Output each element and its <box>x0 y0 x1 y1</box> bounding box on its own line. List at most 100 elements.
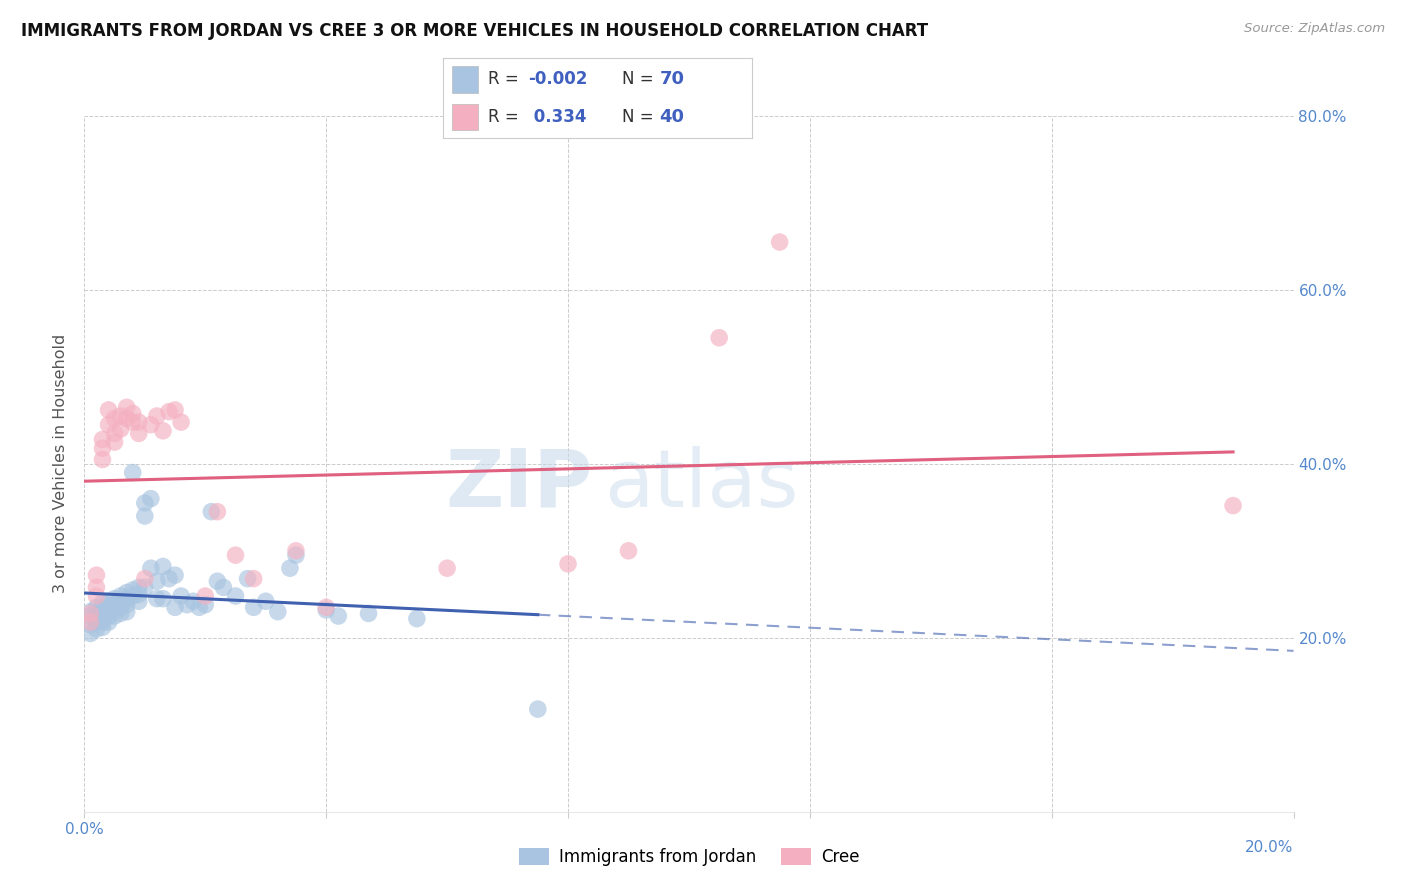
Point <box>86 580 108 594</box>
Text: 70: 70 <box>659 70 685 87</box>
Point <box>91 452 114 467</box>
Point <box>406 612 429 626</box>
Point <box>146 409 169 423</box>
Point <box>254 594 277 608</box>
Point <box>134 496 156 510</box>
Point <box>91 607 114 621</box>
Point <box>181 594 204 608</box>
Point <box>188 600 211 615</box>
Point <box>115 605 138 619</box>
Point <box>128 594 150 608</box>
Point <box>315 600 337 615</box>
Point <box>557 557 579 571</box>
Point <box>110 589 132 603</box>
Point <box>79 607 101 621</box>
Point <box>152 559 174 574</box>
Text: atlas: atlas <box>605 446 799 524</box>
Point <box>86 622 108 636</box>
Point <box>79 617 101 632</box>
Point <box>212 580 235 594</box>
Point <box>128 580 150 594</box>
Point <box>128 426 150 441</box>
Point <box>285 543 308 558</box>
Point <box>110 596 132 610</box>
Text: ZIP: ZIP <box>444 446 592 524</box>
Point <box>97 605 120 619</box>
Text: 40: 40 <box>659 108 685 126</box>
Point <box>86 607 108 621</box>
Point <box>104 598 127 612</box>
Point <box>79 609 101 624</box>
Point <box>79 605 101 619</box>
Point <box>194 598 217 612</box>
Point <box>110 409 132 423</box>
Text: -0.002: -0.002 <box>529 70 588 87</box>
Point <box>104 603 127 617</box>
Point <box>139 491 162 506</box>
Point <box>134 572 156 586</box>
Point <box>97 615 120 629</box>
Point <box>91 612 114 626</box>
Text: IMMIGRANTS FROM JORDAN VS CREE 3 OR MORE VEHICLES IN HOUSEHOLD CORRELATION CHART: IMMIGRANTS FROM JORDAN VS CREE 3 OR MORE… <box>21 22 928 40</box>
Text: Source: ZipAtlas.com: Source: ZipAtlas.com <box>1244 22 1385 36</box>
Point <box>128 415 150 429</box>
Point <box>91 615 114 629</box>
Point <box>110 607 132 621</box>
Point <box>157 572 180 586</box>
Point <box>115 598 138 612</box>
Point <box>79 615 101 629</box>
Bar <box>453 103 478 130</box>
Point <box>91 441 114 455</box>
Point <box>91 596 114 610</box>
Point <box>86 612 108 626</box>
Point <box>97 609 120 624</box>
Point <box>170 589 193 603</box>
Point <box>357 607 380 621</box>
Point <box>146 591 169 606</box>
Point <box>104 435 127 450</box>
Point <box>115 401 138 415</box>
Point <box>207 505 229 519</box>
Point <box>104 609 127 624</box>
Point <box>86 589 108 603</box>
Text: N =: N = <box>623 70 659 87</box>
Point <box>115 411 138 425</box>
Y-axis label: 3 or more Vehicles in Household: 3 or more Vehicles in Household <box>53 334 69 593</box>
Legend: Immigrants from Jordan, Cree: Immigrants from Jordan, Cree <box>512 841 866 873</box>
Point <box>121 415 143 429</box>
Point <box>104 591 127 606</box>
Point <box>91 620 114 634</box>
Point <box>91 433 114 447</box>
Point <box>328 609 350 624</box>
Text: 0.334: 0.334 <box>529 108 586 126</box>
Point <box>200 505 222 519</box>
Point <box>152 424 174 438</box>
Point <box>121 582 143 597</box>
Point <box>242 572 264 586</box>
Point <box>176 598 198 612</box>
Point <box>236 572 259 586</box>
Point <box>436 561 458 575</box>
Point <box>165 403 187 417</box>
Point <box>157 405 180 419</box>
Point <box>115 585 138 599</box>
Text: 20.0%: 20.0% <box>1246 839 1294 855</box>
Point <box>225 589 247 603</box>
Point <box>617 543 640 558</box>
Point <box>225 548 247 562</box>
Point <box>146 574 169 589</box>
Point <box>91 601 114 615</box>
Point <box>128 587 150 601</box>
Point <box>134 580 156 594</box>
Point <box>207 574 229 589</box>
Point <box>194 589 217 603</box>
Point <box>110 600 132 615</box>
Text: R =: R = <box>488 70 524 87</box>
Point <box>139 417 162 432</box>
Point <box>97 417 120 432</box>
Point <box>121 466 143 480</box>
Point <box>139 561 162 575</box>
Bar <box>453 66 478 93</box>
Point <box>104 426 127 441</box>
Point <box>709 331 731 345</box>
